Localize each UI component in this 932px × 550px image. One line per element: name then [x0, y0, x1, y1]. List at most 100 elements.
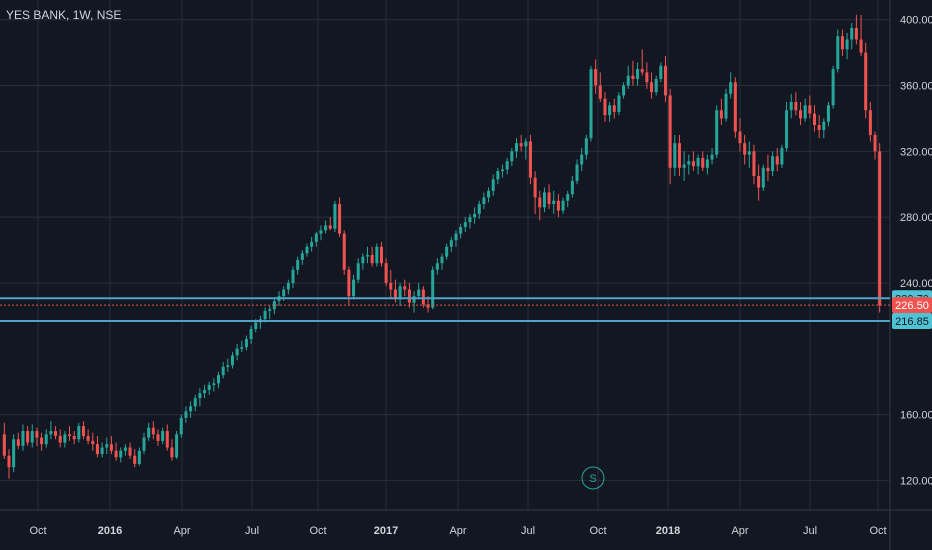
- candle-body[interactable]: [459, 227, 463, 234]
- candle-body[interactable]: [207, 384, 211, 390]
- candle-body[interactable]: [286, 282, 290, 290]
- candle-body[interactable]: [384, 263, 388, 283]
- candle-body[interactable]: [822, 121, 826, 130]
- candle-body[interactable]: [216, 375, 221, 384]
- candle-body[interactable]: [598, 85, 602, 99]
- candle-body[interactable]: [631, 75, 635, 79]
- candle-body[interactable]: [445, 246, 449, 257]
- candle-body[interactable]: [435, 263, 439, 270]
- candle-body[interactable]: [561, 200, 565, 211]
- candle-body[interactable]: [77, 426, 81, 440]
- candle-body[interactable]: [175, 434, 179, 458]
- candle-body[interactable]: [589, 69, 593, 139]
- candle-body[interactable]: [49, 431, 53, 435]
- candle-body[interactable]: [566, 194, 570, 201]
- candle-body[interactable]: [743, 143, 747, 155]
- candle-body[interactable]: [775, 156, 779, 165]
- candle-body[interactable]: [868, 110, 872, 135]
- candle-body[interactable]: [170, 447, 174, 458]
- candle-body[interactable]: [477, 204, 481, 214]
- candle-body[interactable]: [538, 197, 542, 208]
- candle-body[interactable]: [95, 444, 99, 455]
- candle-body[interactable]: [21, 431, 25, 446]
- candle-body[interactable]: [310, 241, 314, 247]
- candle-body[interactable]: [505, 161, 509, 170]
- candle-body[interactable]: [524, 141, 528, 147]
- candle-body[interactable]: [35, 431, 39, 438]
- candle-body[interactable]: [54, 431, 58, 436]
- candle-body[interactable]: [151, 427, 155, 435]
- candle-body[interactable]: [542, 192, 546, 208]
- candle-body[interactable]: [226, 365, 230, 367]
- candle-body[interactable]: [584, 138, 588, 155]
- candle-body[interactable]: [44, 434, 48, 445]
- candle-body[interactable]: [636, 69, 640, 79]
- candle-body[interactable]: [514, 143, 519, 152]
- candle-body[interactable]: [673, 143, 677, 168]
- candle-body[interactable]: [133, 455, 137, 464]
- candle-body[interactable]: [528, 141, 532, 178]
- candle-body[interactable]: [361, 256, 365, 264]
- candle-body[interactable]: [119, 450, 123, 458]
- candle-body[interactable]: [859, 39, 863, 53]
- candle-body[interactable]: [449, 240, 453, 247]
- candle-body[interactable]: [463, 222, 467, 228]
- candle-body[interactable]: [407, 289, 411, 303]
- candle-body[interactable]: [314, 233, 318, 242]
- candle-body[interactable]: [91, 440, 95, 445]
- candle-body[interactable]: [491, 179, 495, 191]
- candle-body[interactable]: [137, 450, 141, 464]
- candle-body[interactable]: [63, 434, 67, 443]
- candle-body[interactable]: [654, 78, 658, 93]
- candle-body[interactable]: [547, 192, 551, 204]
- candle-body[interactable]: [389, 282, 393, 290]
- candle-body[interactable]: [468, 217, 472, 223]
- candle-body[interactable]: [724, 93, 728, 119]
- candle-body[interactable]: [766, 167, 770, 172]
- candle-body[interactable]: [356, 263, 360, 280]
- candle-body[interactable]: [519, 143, 523, 147]
- candle-body[interactable]: [282, 289, 286, 297]
- candle-body[interactable]: [650, 82, 654, 93]
- candle-body[interactable]: [114, 450, 118, 458]
- candle-body[interactable]: [328, 225, 332, 229]
- candle-body[interactable]: [26, 431, 30, 443]
- candle-body[interactable]: [393, 289, 397, 300]
- candle-body[interactable]: [803, 105, 807, 119]
- candle-body[interactable]: [794, 102, 798, 111]
- candle-body[interactable]: [193, 398, 197, 407]
- candle-body[interactable]: [365, 255, 370, 257]
- candle-body[interactable]: [701, 157, 705, 168]
- candle-body[interactable]: [12, 439, 16, 468]
- candle-body[interactable]: [799, 110, 803, 119]
- candle-body[interactable]: [324, 225, 328, 231]
- candle-body[interactable]: [612, 105, 616, 112]
- candle-body[interactable]: [845, 39, 849, 50]
- candle-body[interactable]: [603, 98, 607, 116]
- candle-body[interactable]: [147, 427, 151, 438]
- candle-body[interactable]: [663, 65, 668, 96]
- candle-body[interactable]: [254, 322, 258, 330]
- candle-body[interactable]: [873, 134, 877, 152]
- candle-body[interactable]: [533, 177, 537, 198]
- candle-body[interactable]: [370, 255, 374, 264]
- candle-body[interactable]: [249, 329, 253, 339]
- candle-body[interactable]: [705, 159, 709, 168]
- candle-body[interactable]: [622, 85, 626, 96]
- candle-body[interactable]: [7, 455, 11, 468]
- candle-body[interactable]: [375, 246, 379, 264]
- candle-body[interactable]: [272, 301, 276, 310]
- candle-body[interactable]: [789, 102, 793, 111]
- candle-body[interactable]: [747, 151, 751, 155]
- candle-body[interactable]: [305, 246, 309, 254]
- candle-body[interactable]: [300, 253, 304, 260]
- candle-body[interactable]: [552, 200, 556, 204]
- candle-body[interactable]: [780, 148, 784, 165]
- candle-body[interactable]: [761, 167, 765, 188]
- candle-body[interactable]: [142, 437, 146, 451]
- candle-body[interactable]: [836, 36, 840, 70]
- candle-body[interactable]: [715, 110, 719, 155]
- candle-body[interactable]: [659, 65, 663, 79]
- candle-body[interactable]: [212, 383, 216, 385]
